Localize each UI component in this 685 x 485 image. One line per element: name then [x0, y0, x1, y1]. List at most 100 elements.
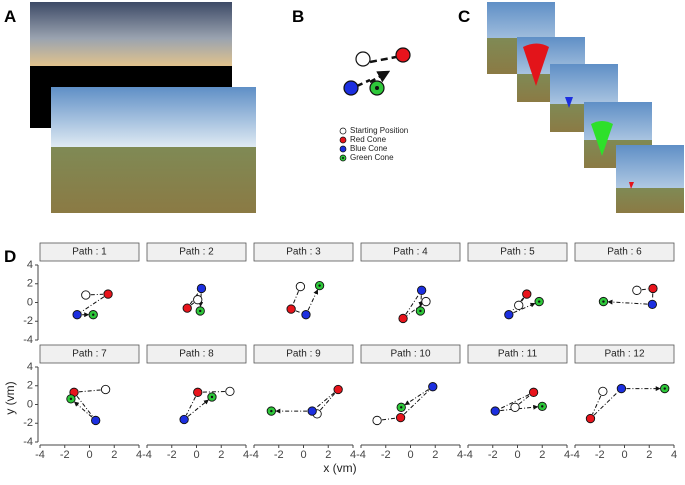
point: [287, 305, 295, 313]
strip-title: Path : 9: [286, 349, 321, 360]
legend-label: Starting Position: [350, 126, 408, 135]
x-tick-label: 2: [646, 449, 652, 461]
strip-title: Path : 4: [393, 247, 428, 258]
point-center: [538, 300, 540, 302]
path-segment: [608, 302, 647, 304]
diagram-point: [356, 52, 370, 66]
point: [334, 385, 342, 393]
path-segment: [421, 295, 422, 306]
y-tick-label: 4: [27, 259, 33, 271]
x-tick-label: -4: [463, 449, 473, 461]
path-segment: [91, 294, 103, 295]
point: [649, 284, 657, 292]
path-segment: [320, 393, 335, 410]
y-axis-title: y (vm): [3, 381, 17, 414]
x-tick-label: -2: [595, 449, 605, 461]
point: [523, 290, 531, 298]
strip-title: Path : 7: [72, 349, 107, 360]
y-tick-label: 0: [27, 296, 33, 308]
point: [73, 310, 81, 318]
path-line: [370, 57, 396, 62]
x-tick-label: -2: [381, 449, 391, 461]
x-tick-label: 0: [407, 449, 413, 461]
panel-label: B: [292, 7, 304, 26]
path-segment: [642, 289, 648, 290]
point: [302, 310, 310, 318]
panel-label: A: [4, 7, 16, 26]
point-center: [419, 310, 421, 312]
y-tick-label: 0: [27, 398, 33, 410]
panel-label: D: [4, 247, 16, 266]
y-tick-label: 2: [27, 278, 33, 290]
y-tick-label: -4: [23, 436, 33, 448]
path-segment: [316, 393, 334, 408]
y-tick-label: 4: [27, 361, 33, 373]
y-tick-label: -4: [23, 334, 33, 346]
legend-label: Blue Cone: [350, 144, 388, 153]
point: [586, 414, 594, 422]
path-segment: [203, 392, 225, 393]
point: [226, 387, 234, 395]
path-segment: [293, 291, 298, 304]
point: [429, 382, 437, 390]
path-segment: [296, 311, 301, 313]
diagram-point: [344, 81, 358, 95]
point: [373, 416, 381, 424]
x-tick-label: -4: [142, 449, 152, 461]
point: [183, 304, 191, 312]
cone-images: [487, 2, 684, 213]
point: [194, 295, 202, 303]
point: [511, 403, 519, 411]
point-center: [541, 405, 543, 407]
point: [82, 291, 90, 299]
strip-title: Path : 8: [179, 349, 214, 360]
x-tick-label: -2: [60, 449, 70, 461]
strip-title: Path : 3: [286, 247, 321, 258]
point-center: [602, 300, 604, 302]
path-segment: [308, 290, 317, 310]
path-segment: [79, 390, 101, 392]
point-center: [70, 398, 72, 400]
strip-title: Path : 10: [390, 349, 430, 360]
strip-title: Path : 1: [72, 247, 107, 258]
x-tick-label: 2: [218, 449, 224, 461]
point: [91, 416, 99, 424]
legend-swatch: [340, 146, 346, 152]
legend-label: Red Cone: [350, 135, 387, 144]
point: [399, 314, 407, 322]
x-tick-label: -4: [570, 449, 580, 461]
x-tick-label: -2: [274, 449, 284, 461]
path-segment: [405, 389, 428, 404]
point: [491, 407, 499, 415]
point: [617, 384, 625, 392]
point: [633, 286, 641, 294]
point-center: [92, 313, 94, 315]
diagram-point-center: [375, 86, 379, 90]
point-center: [400, 406, 402, 408]
path-segment: [77, 396, 93, 416]
point: [599, 387, 607, 395]
x-tick-label: -4: [249, 449, 259, 461]
point: [515, 301, 523, 309]
strip-title: Path : 5: [500, 247, 535, 258]
legend-swatch: [340, 128, 346, 134]
legend-swatch: [340, 137, 346, 143]
point: [396, 413, 404, 421]
point-center: [664, 387, 666, 389]
point-center: [211, 396, 213, 398]
x-tick-label: 0: [300, 449, 306, 461]
legend-label: Green Cone: [350, 153, 394, 162]
y-tick-label: -2: [23, 417, 33, 429]
strip-title: Path : 12: [604, 349, 644, 360]
scene-images: [30, 2, 256, 213]
x-tick-label: 0: [193, 449, 199, 461]
x-tick-label: 0: [86, 449, 92, 461]
x-tick-label: 0: [514, 449, 520, 461]
path-segment: [593, 396, 601, 414]
x-axis-title: x (vm): [323, 461, 356, 475]
diagram-point: [396, 48, 410, 62]
point: [197, 284, 205, 292]
